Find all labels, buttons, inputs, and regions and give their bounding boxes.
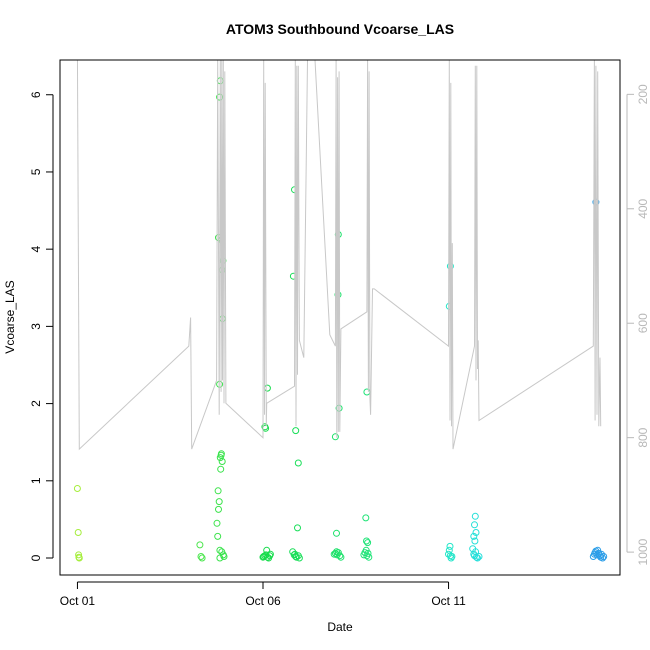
chart-title: ATOM3 Southbound Vcoarse_LAS [226,21,454,37]
data-point [336,552,344,560]
x-axis-label: Date [327,620,353,634]
data-point [593,551,601,559]
data-point [75,551,83,559]
y-tick-label: 0 [29,554,43,561]
data-point [197,553,205,560]
data-point [363,388,371,396]
y-axis: 0 1 2 3 4 5 6 [29,91,54,561]
data-point [196,541,204,549]
data-point [363,537,370,545]
data-point [294,459,302,467]
y-tick-label: 3 [29,323,43,330]
data-point [292,553,300,561]
data-point [213,519,221,527]
data-point [216,546,224,554]
data-point [365,553,373,561]
data-point [218,458,226,465]
data-point [266,550,274,558]
y-tick-label: 1 [29,477,43,484]
data-point [214,532,222,540]
data-point [471,537,479,545]
series-line [76,60,602,451]
data-point [448,553,456,560]
y2-tick-label: 1000 [636,538,650,565]
y2-tick-label: 800 [636,427,650,447]
data-point [294,524,301,532]
scatter-points [73,77,608,562]
data-point [475,553,483,560]
y2-tick-label: 400 [636,198,650,218]
data-point [216,93,224,101]
data-point [263,384,271,392]
y2-tick-label: 600 [636,313,650,333]
y-tick-label: 5 [29,168,43,175]
data-point [263,546,271,554]
data-point [215,498,223,506]
data-point [216,554,224,562]
data-point [214,487,222,495]
data-point [73,485,81,492]
data-point [471,512,479,520]
data-point [470,532,478,540]
data-point [74,529,82,536]
data-point [333,529,340,537]
x-axis: Oct 01 Oct 06 Oct 11 [60,581,466,608]
data-point [474,554,481,562]
plot-frame [59,59,621,576]
data-point [217,465,225,473]
data-point [198,554,206,562]
line-series [76,60,602,451]
data-point [597,550,605,558]
data-point [364,539,372,547]
data-point [364,549,372,557]
data-point [259,553,267,561]
y2-axis: 200 400 600 800 1000 [626,84,650,565]
data-point [337,553,345,561]
data-point [292,427,300,435]
x-tick-label: Oct 01 [60,594,96,608]
x-tick-label: Oct 11 [431,594,466,608]
data-point [362,514,370,522]
y-axis-label: Vcoarse_LAS [3,280,17,353]
data-point [599,554,607,562]
data-point [446,542,454,550]
data-point [600,553,608,560]
data-point [472,529,480,536]
data-point [331,433,339,441]
data-point [290,551,298,559]
data-point [335,404,343,412]
data-point [471,521,478,529]
y-tick-label: 2 [29,400,43,407]
y-tick-label: 6 [29,91,43,98]
y2-tick-label: 200 [636,84,650,104]
data-point [220,553,228,560]
data-point [217,450,225,458]
data-point [472,548,480,556]
y-tick-label: 4 [29,246,43,253]
x-tick-label: Oct 06 [245,594,281,608]
data-point [295,554,303,562]
data-point [215,505,222,513]
data-point [75,554,83,562]
